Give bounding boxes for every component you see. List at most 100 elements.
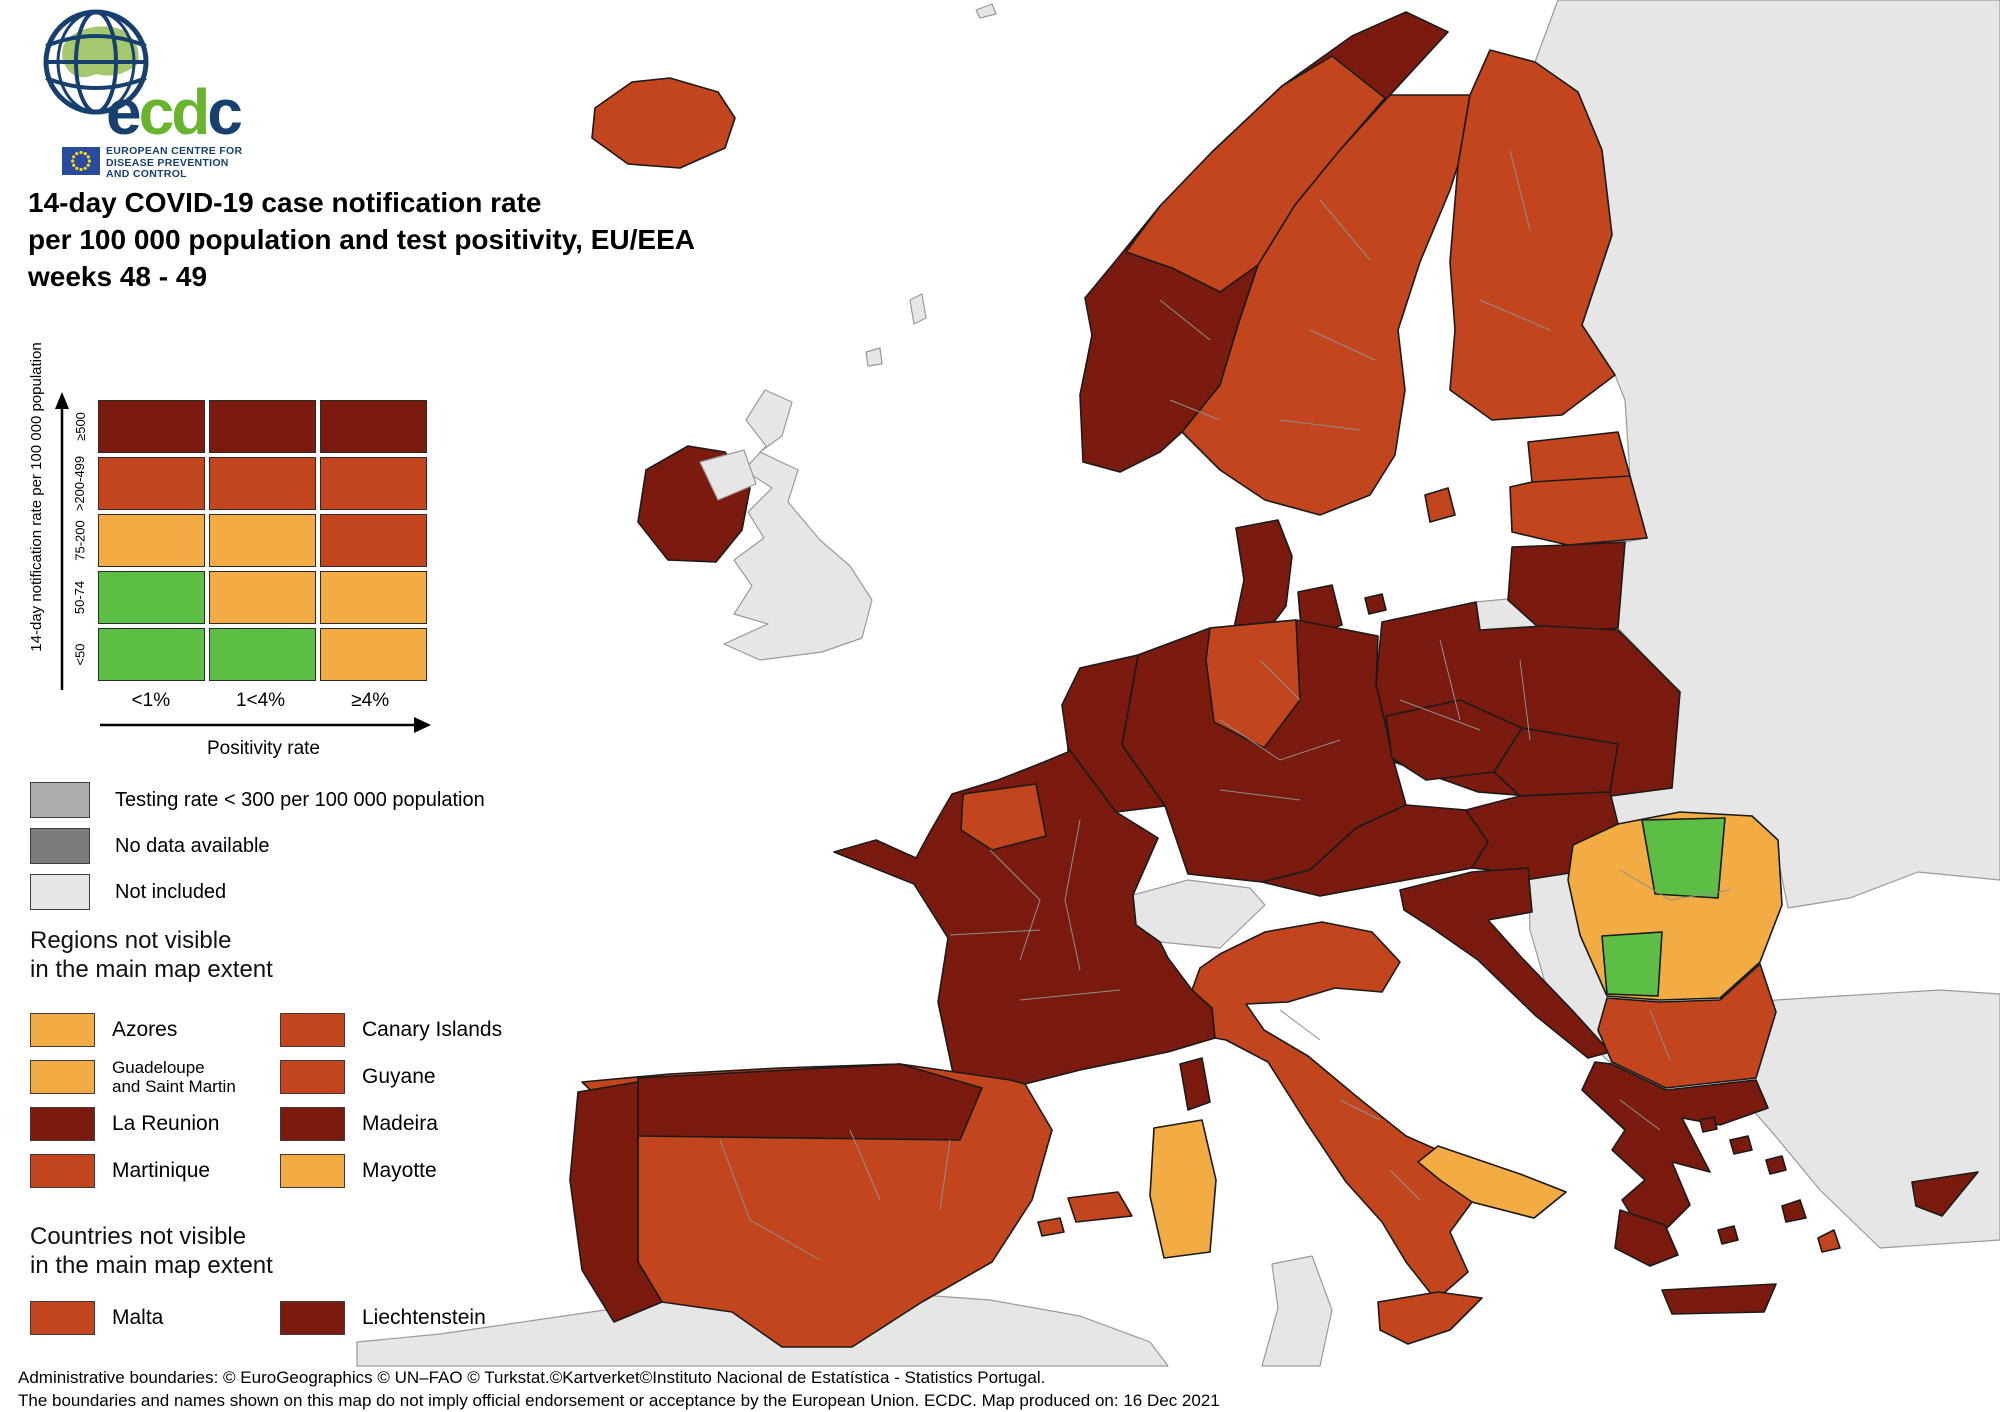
legend-item-la-reunion: La Reunion bbox=[30, 1100, 280, 1147]
map-region-sweden bbox=[1181, 94, 1471, 516]
legend-label: Madeira bbox=[362, 1111, 438, 1135]
legend-item-martinique: Martinique bbox=[30, 1147, 280, 1194]
map-region-peloponnese bbox=[1614, 1209, 1679, 1267]
map-region-shetland bbox=[909, 293, 927, 325]
map-region-tunisia bbox=[1261, 1255, 1333, 1367]
ecdc-caption: EUROPEAN CENTRE FOR DISEASE PREVENTION A… bbox=[106, 145, 243, 181]
ecdc-wordmark: ecdc bbox=[106, 80, 243, 144]
map-region-normandy bbox=[960, 783, 1047, 851]
legend-label: Guyane bbox=[362, 1064, 436, 1088]
countries-legend-grid: Malta Liechtenstein bbox=[30, 1294, 600, 1341]
legend-label: Mayotte bbox=[362, 1158, 437, 1182]
regions-legend-grid: Azores Canary Islands Guadeloupe and Sain… bbox=[30, 1006, 600, 1194]
map-region-sicily bbox=[1377, 1291, 1483, 1345]
legend-item-liechtenstein: Liechtenstein bbox=[280, 1294, 600, 1341]
legend-label: Not included bbox=[115, 880, 227, 903]
heading-line: in the main map extent bbox=[30, 1252, 273, 1279]
caption-line: AND CONTROL bbox=[106, 168, 187, 180]
footer-line-1: Administrative boundaries: © EuroGeograp… bbox=[18, 1368, 1046, 1387]
legend-item-testing-rate: Testing rate < 300 per 100 000 populatio… bbox=[30, 782, 485, 818]
legend-swatch bbox=[30, 874, 90, 910]
legend-swatch bbox=[280, 1300, 345, 1335]
risk-matrix-legend bbox=[98, 400, 427, 681]
caption-line: EUROPEAN CENTRE FOR bbox=[106, 145, 243, 157]
matrix-col-label-1: <1% bbox=[131, 690, 171, 711]
legend-swatch bbox=[30, 1012, 95, 1047]
legend-label: Canary Islands bbox=[362, 1017, 503, 1041]
legend-item-madeira: Madeira bbox=[280, 1100, 600, 1147]
legend-swatch bbox=[30, 1300, 95, 1335]
matrix-cell bbox=[320, 514, 427, 567]
matrix-row-label-1: ≥500 bbox=[68, 400, 92, 453]
map-region-apulia bbox=[1417, 1145, 1567, 1219]
map-region-spain-north bbox=[637, 1063, 983, 1141]
footer: Administrative boundaries: © EuroGeograp… bbox=[18, 1366, 1220, 1412]
matrix-cell bbox=[209, 400, 316, 453]
matrix-cell bbox=[320, 571, 427, 624]
status-legend: Testing rate < 300 per 100 000 populatio… bbox=[30, 782, 485, 920]
map-internal-region-borders bbox=[719, 149, 1731, 1261]
map-region-finland bbox=[1449, 49, 1616, 421]
legend-label: Liechtenstein bbox=[362, 1305, 486, 1329]
legend-label: Malta bbox=[112, 1305, 164, 1329]
legend-label-line: and Saint Martin bbox=[112, 1076, 236, 1096]
footer-line-2: The boundaries and names shown on this m… bbox=[18, 1391, 1220, 1410]
matrix-cell bbox=[209, 571, 316, 624]
legend-swatch bbox=[280, 1106, 345, 1141]
legend-item-mayotte: Mayotte bbox=[280, 1147, 600, 1194]
eu-flag-icon bbox=[62, 147, 100, 175]
wordmark-letter: c bbox=[207, 76, 243, 148]
legend-label: Guadeloupe and Saint Martin bbox=[112, 1058, 236, 1096]
matrix-cell bbox=[98, 628, 205, 681]
globe-icon bbox=[43, 9, 149, 115]
matrix-y-axis-arrow-icon bbox=[55, 392, 69, 690]
map-region-crete bbox=[1661, 1283, 1777, 1315]
matrix-x-axis-label: Positivity rate bbox=[207, 738, 320, 759]
legend-swatch bbox=[280, 1153, 345, 1188]
countries-section-heading: Countries not visible in the main map ex… bbox=[30, 1222, 273, 1280]
map-region-bornholm bbox=[1364, 593, 1387, 615]
legend-swatch bbox=[30, 1153, 95, 1188]
matrix-column-labels: <1% 1<4% ≥4% bbox=[98, 690, 427, 712]
legend-swatch bbox=[30, 1059, 95, 1094]
matrix-row-label-text: ≥500 bbox=[72, 412, 88, 441]
map-region-greece bbox=[1581, 1061, 1769, 1246]
matrix-cell bbox=[98, 457, 205, 510]
map-region-norway-nordland bbox=[1125, 55, 1386, 293]
map-region-latvia bbox=[1509, 475, 1648, 546]
matrix-row-label-4: 50-74 bbox=[68, 571, 92, 624]
legend-swatch bbox=[280, 1059, 345, 1094]
map-region-bulgaria bbox=[1597, 963, 1777, 1089]
map-region-romania-green-northeast bbox=[1641, 817, 1726, 899]
matrix-row-label-text: <50 bbox=[72, 643, 88, 666]
wordmark-letter: c bbox=[138, 76, 175, 148]
matrix-cell bbox=[209, 457, 316, 510]
legend-swatch bbox=[30, 782, 90, 818]
legend-item-canary-islands: Canary Islands bbox=[280, 1006, 600, 1053]
map-region-rhodes bbox=[1817, 1229, 1841, 1253]
matrix-row-label-text: 50-74 bbox=[72, 580, 88, 615]
matrix-row-label-3: 75-200 bbox=[68, 514, 92, 567]
title-line-1: 14-day COVID-19 case notification rate bbox=[28, 187, 542, 218]
legend-item-guyane: Guyane bbox=[280, 1053, 600, 1100]
matrix-cell bbox=[209, 514, 316, 567]
matrix-row-label-5: <50 bbox=[68, 628, 92, 681]
matrix-col-label-2: 1<4% bbox=[235, 690, 286, 711]
wordmark-letter: e bbox=[106, 76, 142, 148]
title-line-2: per 100 000 population and test positivi… bbox=[28, 224, 695, 255]
matrix-x-axis-arrow-icon bbox=[100, 717, 431, 733]
heading-line: in the main map extent bbox=[30, 956, 273, 983]
matrix-row-label-text: 75-200 bbox=[72, 520, 88, 561]
map-region-gotland bbox=[1424, 487, 1456, 523]
caption-line: DISEASE PREVENTION bbox=[106, 156, 229, 169]
legend-swatch bbox=[280, 1012, 345, 1047]
legend-swatch bbox=[30, 828, 90, 864]
matrix-cell bbox=[320, 400, 427, 453]
matrix-col-label-3: ≥4% bbox=[351, 690, 390, 711]
map-region-orkney bbox=[865, 347, 883, 367]
map-region-slovenia-croatia bbox=[1399, 867, 1611, 1059]
ecdc-logo: ecdc EUROPEAN CENTRE FOR DISEASE PREVENT… bbox=[28, 6, 448, 186]
map-region-cyprus bbox=[1911, 1171, 1979, 1217]
map-region-lithuania bbox=[1507, 541, 1626, 637]
map-region-corsica bbox=[1179, 1057, 1211, 1111]
